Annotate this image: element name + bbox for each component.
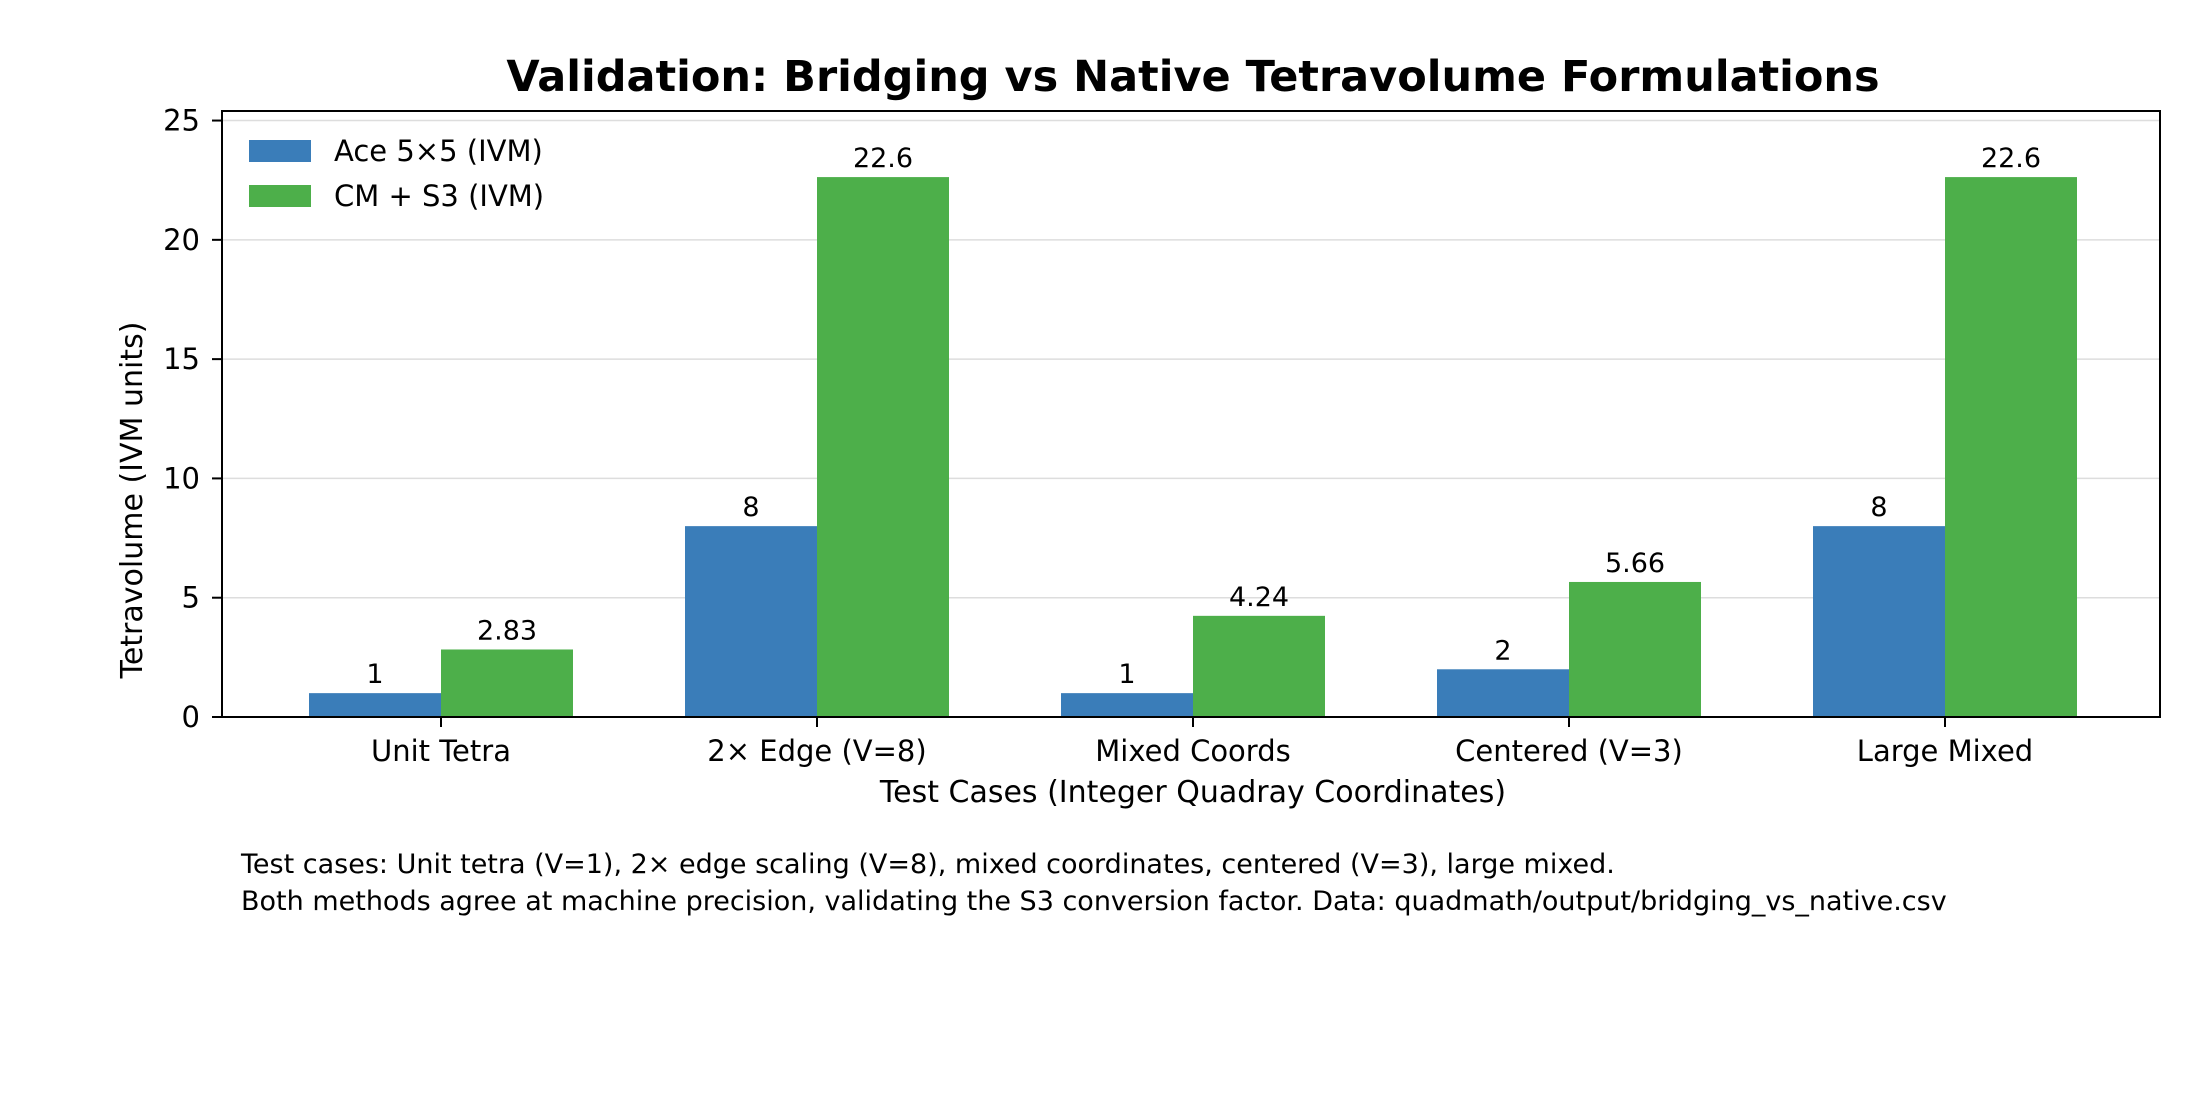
- x-tick-label: 2× Edge (V=8): [707, 734, 926, 768]
- y-tick-label: 25: [163, 104, 200, 138]
- bar: [1945, 177, 2077, 717]
- plot-frame: [221, 110, 2161, 718]
- bar-value-label: 8: [1870, 492, 1887, 523]
- bar: [817, 177, 949, 717]
- caption-line-2: Both methods agree at machine precision,…: [241, 886, 1947, 917]
- bar-value-label: 22.6: [853, 143, 913, 174]
- x-tick-label: Centered (V=3): [1455, 734, 1683, 768]
- bar-value-label: 1: [366, 659, 383, 690]
- bar-value-label: 2.83: [477, 615, 537, 646]
- bar-value-label: 4.24: [1229, 582, 1289, 613]
- legend-label: CM + S3 (IVM): [334, 179, 544, 213]
- bar: [309, 693, 441, 717]
- y-tick-label: 0: [182, 700, 200, 734]
- bar: [1193, 615, 1325, 717]
- bar: [1437, 669, 1569, 717]
- bar-value-label: 2: [1494, 635, 1511, 666]
- bar-value-labels: 1 8 1 2 8 2.83 22.6 4.24 5.66 22.6: [366, 143, 2041, 690]
- bar-value-label: 5.66: [1605, 548, 1665, 579]
- bar-value-label: 8: [742, 492, 759, 523]
- bar: [1061, 693, 1193, 717]
- y-tick-label: 15: [163, 342, 200, 376]
- legend: Ace 5×5 (IVM) CM + S3 (IVM): [249, 134, 544, 213]
- x-tick-label: Unit Tetra: [371, 734, 511, 768]
- legend-swatch: [249, 185, 311, 207]
- x-tick-label: Mixed Coords: [1095, 734, 1290, 768]
- figure-caption: Test cases: Unit tetra (V=1), 2× edge sc…: [241, 846, 2141, 920]
- bar-value-label: 1: [1118, 659, 1135, 690]
- bars: [309, 177, 2077, 717]
- chart-title: Validation: Bridging vs Native Tetravolu…: [506, 52, 1879, 102]
- bar: [1813, 526, 1945, 717]
- x-axis-label: Test Cases (Integer Quadray Coordinates): [879, 775, 1506, 810]
- caption-line-1: Test cases: Unit tetra (V=1), 2× edge sc…: [241, 849, 1615, 880]
- y-tick-label: 5: [182, 581, 200, 615]
- x-axis: Unit Tetra 2× Edge (V=8) Mixed Coords Cente…: [371, 717, 2033, 768]
- bar: [1569, 581, 1701, 717]
- bar-value-label: 22.6: [1981, 143, 2041, 174]
- y-axis-label: Tetravolume (IVM units): [115, 322, 150, 680]
- bar: [441, 649, 573, 717]
- y-tick-label: 10: [163, 461, 200, 495]
- legend-swatch: [249, 140, 311, 162]
- y-tick-label: 20: [163, 223, 200, 257]
- x-tick-label: Large Mixed: [1857, 734, 2033, 768]
- legend-label: Ace 5×5 (IVM): [334, 134, 543, 168]
- bar: [685, 526, 817, 717]
- y-axis: 0 5 10 15 20 25: [163, 104, 222, 734]
